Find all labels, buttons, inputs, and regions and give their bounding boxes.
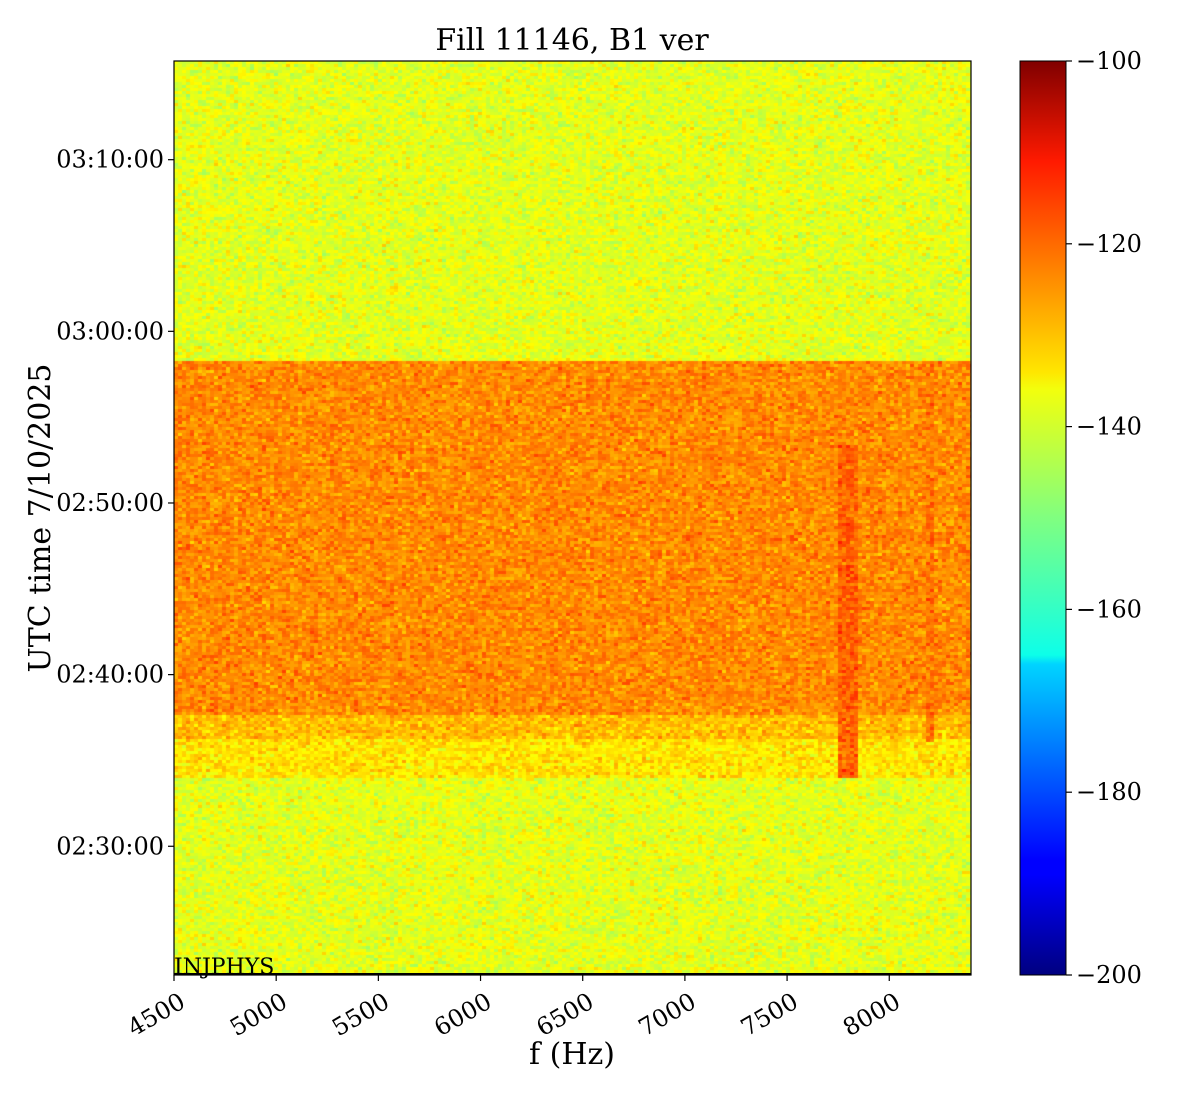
heatmap-plot-area [174,61,971,975]
y-axis-ticks: 02:30:00 02:40:00 02:50:00 03:00:00 03:10:00 [56,146,174,860]
x-axis-label: f (Hz) [529,1037,615,1072]
colorbar [1019,60,1067,976]
x-tick-label: 6000 [429,987,496,1042]
x-tick-label: 7000 [634,987,701,1042]
y-tick-label: 02:40:00 [56,661,164,689]
y-axis-label: UTC time 7/10/2025 [23,364,58,673]
colorbar-tick-label: −160 [1076,595,1142,623]
colorbar-tick-label: −140 [1076,413,1142,441]
x-tick-label: 5500 [327,987,394,1042]
x-tick-label: 7500 [736,987,803,1042]
x-tick-label: 8000 [838,987,905,1042]
chart-title: Fill 11146, B1 ver [435,23,709,58]
y-tick-label: 03:00:00 [56,317,164,345]
heatmap-image [174,61,971,975]
colorbar-tick-label: −180 [1076,778,1142,806]
x-tick-label: 5000 [225,987,292,1042]
y-tick-label: 03:10:00 [56,146,164,174]
colorbar-tick-label: −100 [1076,47,1142,75]
x-tick-label: 6500 [532,987,599,1042]
x-tick-label: 4500 [123,987,190,1042]
y-tick-label: 02:30:00 [56,832,164,860]
plot-frame [173,60,972,976]
colorbar-tick-label: −120 [1076,230,1142,258]
run-mode-annotation: INJPHYS [174,955,274,980]
y-tick-label: 02:50:00 [56,489,164,517]
colorbar-tick-label: −200 [1076,961,1142,989]
x-axis-ticks: 4500 5000 5500 6000 6500 7000 7500 8000 [123,975,905,1042]
colorbar-ticks: −100 −120 −140 −160 −180 −200 [1066,47,1142,989]
